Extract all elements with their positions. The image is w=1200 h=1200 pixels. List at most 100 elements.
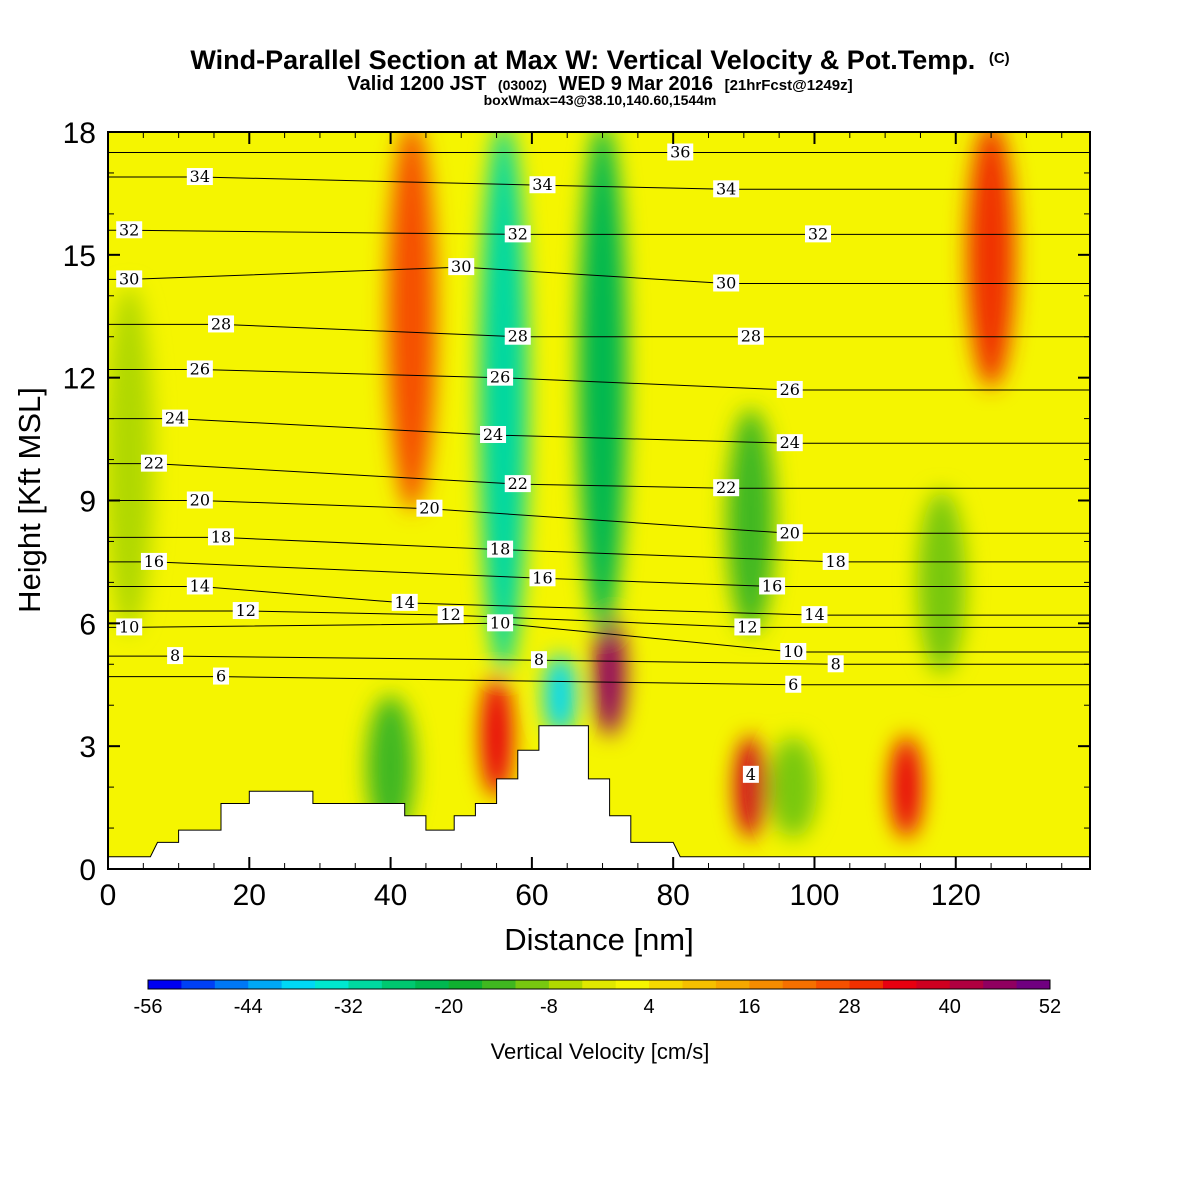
colorbar-swatch [315,980,349,989]
box-info: boxWmax=43@38.10,140.60,1544m [484,92,717,108]
colorbar-swatch [214,980,249,989]
svg-text:28: 28 [508,327,528,346]
colorbar-tick-label: -56 [134,996,163,1018]
theta-label-34: 34 [529,175,556,194]
theta-label-10: 10 [116,617,143,636]
svg-text:30: 30 [119,269,139,288]
theta-label-22: 22 [504,474,531,493]
svg-text:26: 26 [190,359,210,378]
colorbar-swatch [582,980,617,989]
theta-label-12: 12 [734,617,761,636]
svg-text:32: 32 [808,224,828,243]
theta-label-6: 6 [785,675,802,694]
x-axis: 0 20 40 60 80 100 120 [100,132,1063,912]
svg-text:10: 10 [490,613,510,632]
velocity-feature-7 [890,736,923,839]
velocity-feature-12 [917,490,966,675]
colorbar-swatch [148,980,182,989]
colorbar-swatch [415,980,450,989]
colorbar-swatch [715,980,750,989]
velocity-feature-3 [578,132,627,634]
colorbar-swatch [281,980,316,989]
theta-label-14: 14 [186,576,213,595]
svg-text:24: 24 [780,433,800,452]
svg-text:20: 20 [419,499,439,518]
theta-label-12: 12 [232,601,259,620]
theta-label-34: 34 [713,179,740,198]
theta-label-28: 28 [737,327,764,346]
colorbar-swatch [248,980,283,989]
chart-title: Wind-Parallel Section at Max W: Vertical… [190,45,1009,75]
y-tick-label: 9 [79,486,96,519]
theta-label-22: 22 [140,454,167,473]
svg-text:30: 30 [451,257,471,276]
svg-text:16: 16 [762,576,782,595]
subtitle-utc: (0300Z) [498,77,547,93]
theta-label-8: 8 [167,646,184,665]
velocity-feature-0 [479,132,528,675]
svg-text:26: 26 [490,368,510,387]
colorbar-swatch [949,980,984,989]
terrain-profile [108,725,1090,869]
svg-text:22: 22 [716,478,736,497]
svg-text:28: 28 [211,314,231,333]
colorbar-swatch [749,980,784,989]
svg-text:22: 22 [144,454,164,473]
theta-label-10: 10 [780,642,807,661]
svg-text:10: 10 [119,617,139,636]
colorbar-swatch [782,980,817,989]
velocity-feature-9 [726,408,775,634]
velocity-feature-13 [366,695,415,839]
svg-text:14: 14 [804,605,824,624]
plot-area [108,132,1090,869]
colorbar-swatch [1016,980,1051,989]
theta-label-30: 30 [448,257,475,276]
theta-label-26: 26 [776,380,803,399]
subtitle-date: WED 9 Mar 2016 [559,73,714,95]
svg-text:26: 26 [780,380,800,399]
colorbar-swatch [682,980,717,989]
colorbar-swatch [348,980,383,989]
x-tick-label: 20 [233,879,266,912]
svg-text:6: 6 [788,675,798,694]
chart-title-mark: (C) [989,50,1010,67]
theta-label-34: 34 [186,167,213,186]
colorbar-swatch [615,980,650,989]
svg-text:14: 14 [190,576,210,595]
svg-text:24: 24 [165,409,185,428]
svg-text:12: 12 [440,605,460,624]
velocity-feature-2 [593,613,626,736]
svg-text:16: 16 [144,552,164,571]
svg-text:32: 32 [508,224,528,243]
colorbar-tick-label: -44 [234,996,263,1018]
theta-label-16: 16 [140,552,167,571]
colorbar-swatch [548,980,583,989]
theta-label-26: 26 [487,368,514,387]
x-axis-label: Distance [nm] [504,922,694,957]
theta-label-10: 10 [487,613,514,632]
svg-text:16: 16 [532,568,552,587]
theta-label-24: 24 [480,425,507,444]
theta-label-24: 24 [162,409,189,428]
svg-text:14: 14 [395,593,415,612]
svg-text:10: 10 [783,642,803,661]
colorbar-swatch [816,980,851,989]
theta-label-14: 14 [391,593,418,612]
svg-text:30: 30 [716,273,736,292]
colorbar-swatch [916,980,951,989]
svg-text:18: 18 [825,552,845,571]
theta-label-20: 20 [416,499,443,518]
y-tick-label: 0 [79,854,96,887]
svg-text:20: 20 [190,491,210,510]
svg-text:24: 24 [483,425,503,444]
x-tick-label: 80 [656,879,689,912]
svg-text:18: 18 [490,540,510,559]
svg-text:36: 36 [670,142,690,161]
colorbar-swatch [381,980,416,989]
theta-label-18: 18 [487,540,514,559]
colorbar-tick-label: 40 [939,996,961,1018]
svg-text:34: 34 [532,175,552,194]
svg-text:34: 34 [190,167,210,186]
colorbar-swatch [649,980,684,989]
